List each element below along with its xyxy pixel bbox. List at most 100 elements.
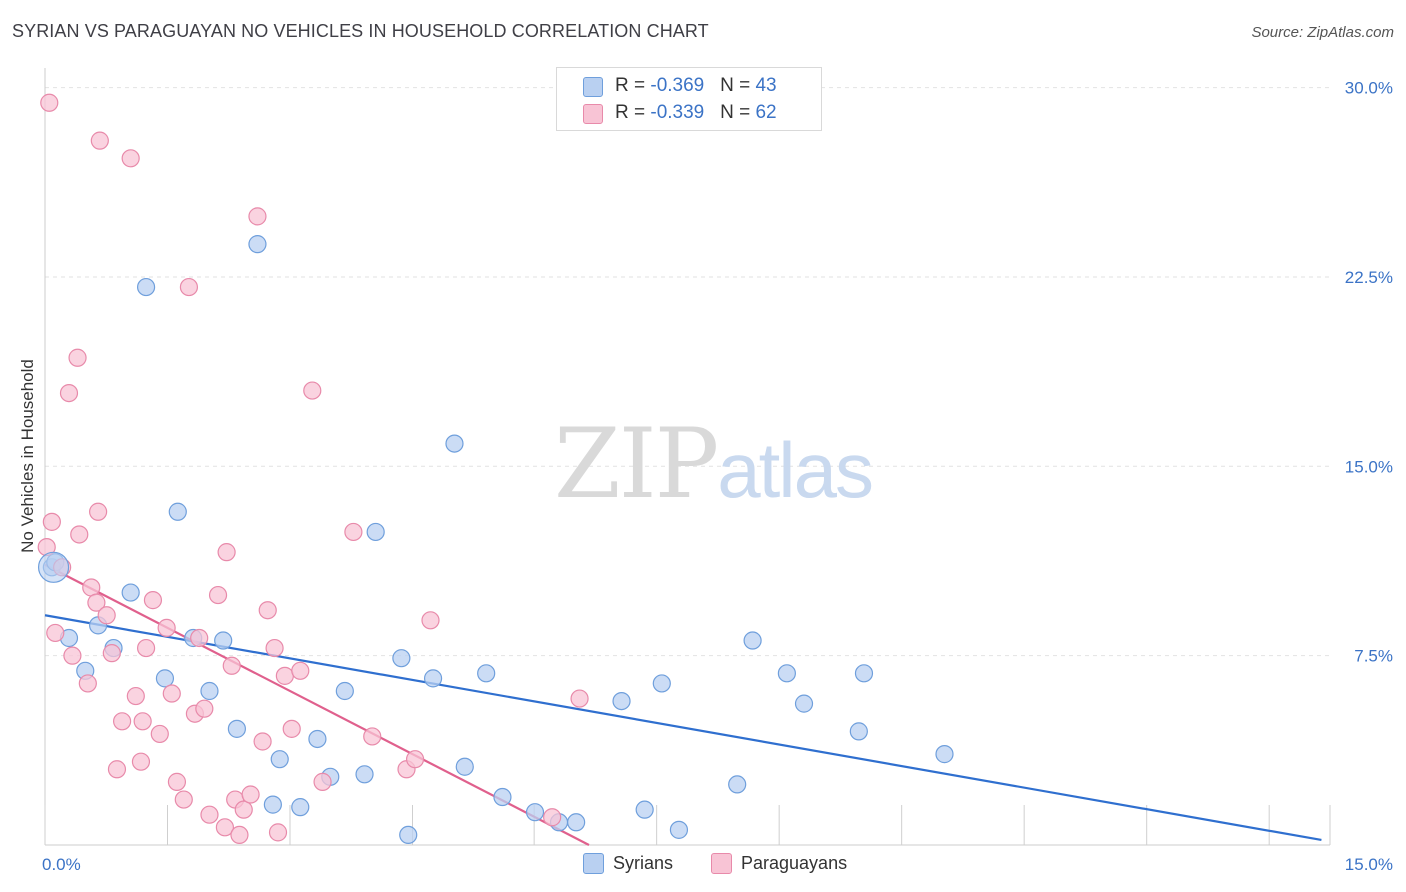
paraguayans-point	[97, 606, 116, 625]
paraguayans-point	[179, 277, 199, 297]
paraguayans-point	[162, 684, 181, 703]
syrians-point	[263, 795, 282, 814]
watermark: ZIPatlas	[554, 408, 874, 520]
paraguayans-point	[126, 686, 145, 706]
syrians-point	[423, 669, 443, 688]
x-tick-label: 0.0%	[42, 855, 81, 874]
paraguayans-point	[87, 593, 106, 612]
paraguayans-point	[90, 131, 109, 150]
paraguayans-point	[157, 618, 176, 637]
syrians-point	[121, 583, 140, 602]
syrians-point	[155, 669, 175, 688]
paraguayans-point	[291, 661, 310, 680]
r-value: -0.339	[650, 102, 705, 123]
source-label: Source: ZipAtlas.com	[1251, 24, 1394, 41]
paraguayans-point	[421, 611, 440, 630]
data-points	[37, 93, 954, 845]
r-value: -0.369	[650, 75, 705, 96]
syrians-point	[227, 719, 246, 738]
paraguayans-point	[200, 805, 219, 824]
paraguayans-point	[313, 772, 332, 791]
syrians-point	[291, 798, 310, 817]
syrians-point	[567, 813, 586, 832]
n-value: 43	[755, 75, 777, 96]
syrians-point	[445, 434, 464, 453]
paraguayans-point	[303, 381, 322, 400]
paraguayans-point	[241, 785, 260, 804]
legend-item-paraguayans: Paraguayans	[711, 852, 871, 876]
syrians-legend-swatch	[583, 853, 604, 874]
paraguayans-swatch	[583, 104, 603, 124]
paraguayans-point	[70, 525, 89, 544]
paraguayans-point	[258, 601, 277, 620]
stats-row-paraguayans: R = -0.339 N = 62	[557, 101, 821, 127]
syrians-point	[399, 825, 418, 845]
paraguayans-point	[46, 623, 65, 643]
syrians-point	[270, 750, 289, 769]
syrians-point	[728, 775, 747, 794]
stats-legend: R = -0.369 N = 43 R = -0.339 N = 62	[556, 67, 822, 131]
paraguayans-point	[265, 638, 284, 658]
paraguayans-point	[82, 578, 101, 597]
chart-title: SYRIAN VS PARAGUAYAN NO VEHICLES IN HOUS…	[12, 21, 709, 41]
syrians-point	[366, 522, 385, 542]
watermark-zip: ZIP	[554, 408, 719, 520]
syrians-point	[652, 674, 671, 693]
legend-item-syrians: Syrians	[583, 852, 693, 876]
paraguayans-point	[131, 752, 151, 771]
paraguayans-point	[248, 207, 267, 226]
paraguayans-point	[167, 772, 187, 791]
paraguayans-point	[222, 656, 241, 675]
paraguayans-point	[190, 628, 209, 648]
paraguayans-point	[195, 699, 214, 718]
paraguayans-point	[89, 502, 108, 521]
paraguayans-point	[217, 543, 236, 562]
paraguayans-point	[68, 348, 87, 367]
paraguayans-point	[282, 719, 301, 738]
paraguayans-point	[363, 727, 382, 746]
paraguayans-point	[570, 689, 589, 708]
paraguayans-point	[42, 512, 61, 531]
paraguayans-point	[275, 666, 294, 685]
paraguayans-legend-swatch	[711, 853, 732, 874]
y-axis-label: No Vehicles in Household	[18, 359, 37, 553]
syrians-point	[477, 664, 496, 683]
paraguayans-point	[59, 383, 79, 403]
watermark-atlas: atlas	[717, 426, 874, 514]
y-tick-label: 7.5%	[1354, 647, 1393, 666]
axes	[44, 68, 1331, 846]
y-tick-label: 15.0%	[1345, 457, 1393, 476]
paraguayans-point	[40, 93, 59, 112]
paraguayans-point	[215, 818, 234, 837]
y-tick-label: 22.5%	[1345, 268, 1393, 287]
y-tick-label: 30.0%	[1345, 79, 1393, 98]
syrians-point	[669, 820, 689, 839]
stats-row-syrians: R = -0.369 N = 43	[557, 74, 821, 100]
stats-text-paraguayans: R = -0.339 N = 62	[615, 102, 777, 124]
paraguayans-point	[63, 646, 82, 665]
syrians-point	[849, 722, 868, 741]
paraguayans-point	[133, 712, 152, 731]
paraguayans-point	[112, 712, 132, 731]
paraguayans-point	[543, 808, 562, 827]
syrians-point	[37, 551, 70, 583]
syrians-trend-line	[44, 614, 1322, 842]
paraguayans-point	[344, 522, 363, 542]
paraguayans-point	[268, 823, 288, 842]
tick-labels: 7.5% 15.0% 22.5% 30.0% 0.0% 15.0%	[42, 79, 1393, 874]
syrians-point	[612, 691, 631, 711]
paraguayans-point	[208, 585, 228, 605]
syrians-point	[308, 729, 327, 749]
syrians-point	[248, 235, 267, 254]
syrians-point	[455, 757, 474, 776]
syrians-point	[136, 277, 156, 297]
paraguayans-point	[121, 149, 140, 168]
syrians-swatch	[583, 77, 603, 97]
paraguayans-point	[102, 644, 121, 663]
paraguayans-point	[107, 760, 127, 779]
paraguayans-point	[253, 732, 272, 751]
syrians-point	[935, 745, 954, 764]
paraguayans-point	[230, 825, 249, 845]
syrians-point	[777, 664, 796, 683]
syrians-point	[794, 694, 814, 713]
